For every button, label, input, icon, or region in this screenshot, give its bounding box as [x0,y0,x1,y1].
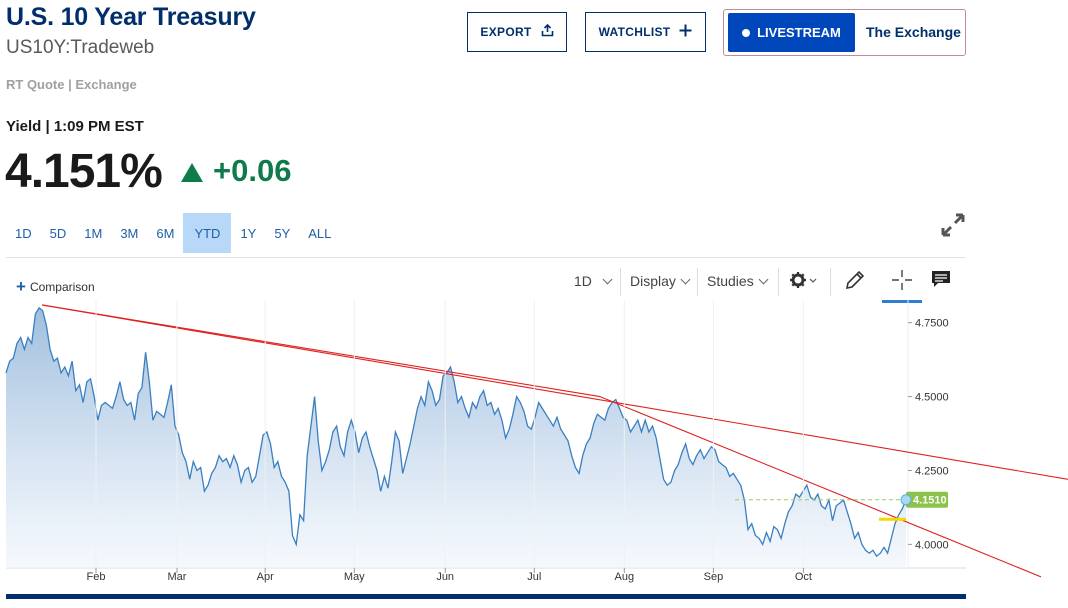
x-tick-label: May [344,571,365,583]
y-axis: 4.7500 4.5000 4.2500 4.0000 [908,318,949,551]
price-change: +0.06 [213,153,292,188]
livestream-banner[interactable]: LIVESTREAM The Exchange [723,9,966,56]
x-tick-label: Sep [704,571,724,583]
last-price-tag [906,491,948,508]
bottom-rule [6,594,966,599]
x-tick-label: Jun [436,571,454,583]
y-tick-label: 4.7500 [915,318,949,330]
toolbar-separator [778,268,779,296]
studies-menu[interactable]: Studies [707,273,769,289]
last-price-marker: 4.1510 [735,491,948,521]
chevron-down-icon [602,274,613,285]
y-tick-label: 4.5000 [915,392,949,404]
trendline-2 [41,304,601,398]
series-line [5,306,907,558]
exchange-label: The Exchange [866,24,961,40]
y-tick-label: 4.2500 [915,465,949,477]
quote-time: Yield | 1:09 PM EST [6,118,144,135]
trendline-1 [41,304,1068,480]
range-6m[interactable]: 6M [156,225,175,241]
range-selector: 1D 5D 1M 3M 6M YTD 1Y 5Y ALL [6,213,340,253]
display-label: Display [630,273,676,289]
x-tick-label: Feb [87,571,106,583]
toolbar-separator [697,268,698,296]
export-icon [541,23,554,40]
export-label: EXPORT [480,25,532,39]
chevron-down-icon [680,274,691,285]
symbol-label: US10Y:Tradeweb [6,37,155,58]
toolbar-separator [830,268,831,296]
trendline-layer [41,304,1068,578]
comparison-plus-icon: + [16,277,26,296]
chevron-down-icon [758,274,769,285]
comment-icon [932,271,950,287]
area-layer [5,306,907,568]
settings-button[interactable] [788,270,820,295]
interval-select[interactable]: 1D [574,273,613,289]
comparison-button[interactable]: + Comparison [16,277,95,297]
x-tick-label: Jul [527,571,541,583]
x-axis: Feb Mar Apr May Jun Jul Aug Sep Oct [87,300,812,583]
range-1m[interactable]: 1M [84,225,103,241]
trendline-3 [599,396,1042,578]
livestream-button[interactable]: LIVESTREAM [728,13,855,52]
plus-icon [679,24,692,40]
x-tick-label: Apr [257,571,274,583]
crosshair-button[interactable] [882,266,922,303]
watchlist-label: WATCHLIST [598,25,671,39]
draw-button[interactable] [844,269,866,296]
interval-label: 1D [574,273,592,289]
gear-icon [790,272,817,288]
export-button[interactable]: EXPORT [467,12,567,52]
range-1y[interactable]: 1Y [240,225,257,241]
comparison-label: Comparison [29,280,95,294]
expand-icon[interactable] [940,212,966,243]
x-tick-label: Aug [615,571,635,583]
range-ytd[interactable]: YTD [183,213,232,253]
range-1d[interactable]: 1D [15,225,32,241]
annotation-button[interactable] [930,269,952,294]
y-tick-label: 4.0000 [915,539,949,551]
livestream-label: LIVESTREAM [757,25,841,40]
yield-chart[interactable]: 4.7500 4.5000 4.2500 4.0000 Feb Mar Apr May Jun… [0,300,1068,598]
up-arrow-icon [181,163,203,182]
quote-source: RT Quote | Exchange [6,77,137,92]
last-price-label: 4.1510 [913,495,947,507]
x-tick-label: Mar [168,571,187,583]
studies-label: Studies [707,273,754,289]
range-3m[interactable]: 3M [120,225,139,241]
display-menu[interactable]: Display [630,273,691,289]
range-5d[interactable]: 5D [49,225,67,241]
live-dot-icon [742,28,751,37]
last-price: 4.151% [5,145,163,198]
range-all[interactable]: ALL [308,225,332,241]
watchlist-button[interactable]: WATCHLIST [585,12,706,52]
toolbar-divider [6,257,966,258]
crosshair-icon [892,270,912,290]
last-point-dot [900,494,912,506]
range-5y[interactable]: 5Y [274,225,291,241]
pencil-icon [845,270,865,290]
toolbar-separator [620,268,621,296]
x-tick-label: Oct [795,571,812,583]
page-title: U.S. 10 Year Treasury [6,3,256,31]
series-area-fill [6,307,906,568]
